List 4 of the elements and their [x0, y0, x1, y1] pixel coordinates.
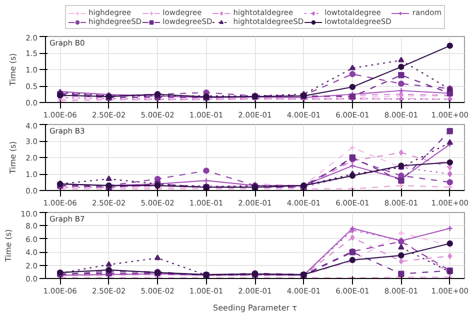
- x-axis-title: Seeding Parameter τ: [213, 304, 298, 312]
- y-axis-title: Time (s): [8, 141, 18, 175]
- y-axis-title: Time (s): [8, 53, 18, 87]
- y-axis-title: Time (s): [4, 229, 13, 263]
